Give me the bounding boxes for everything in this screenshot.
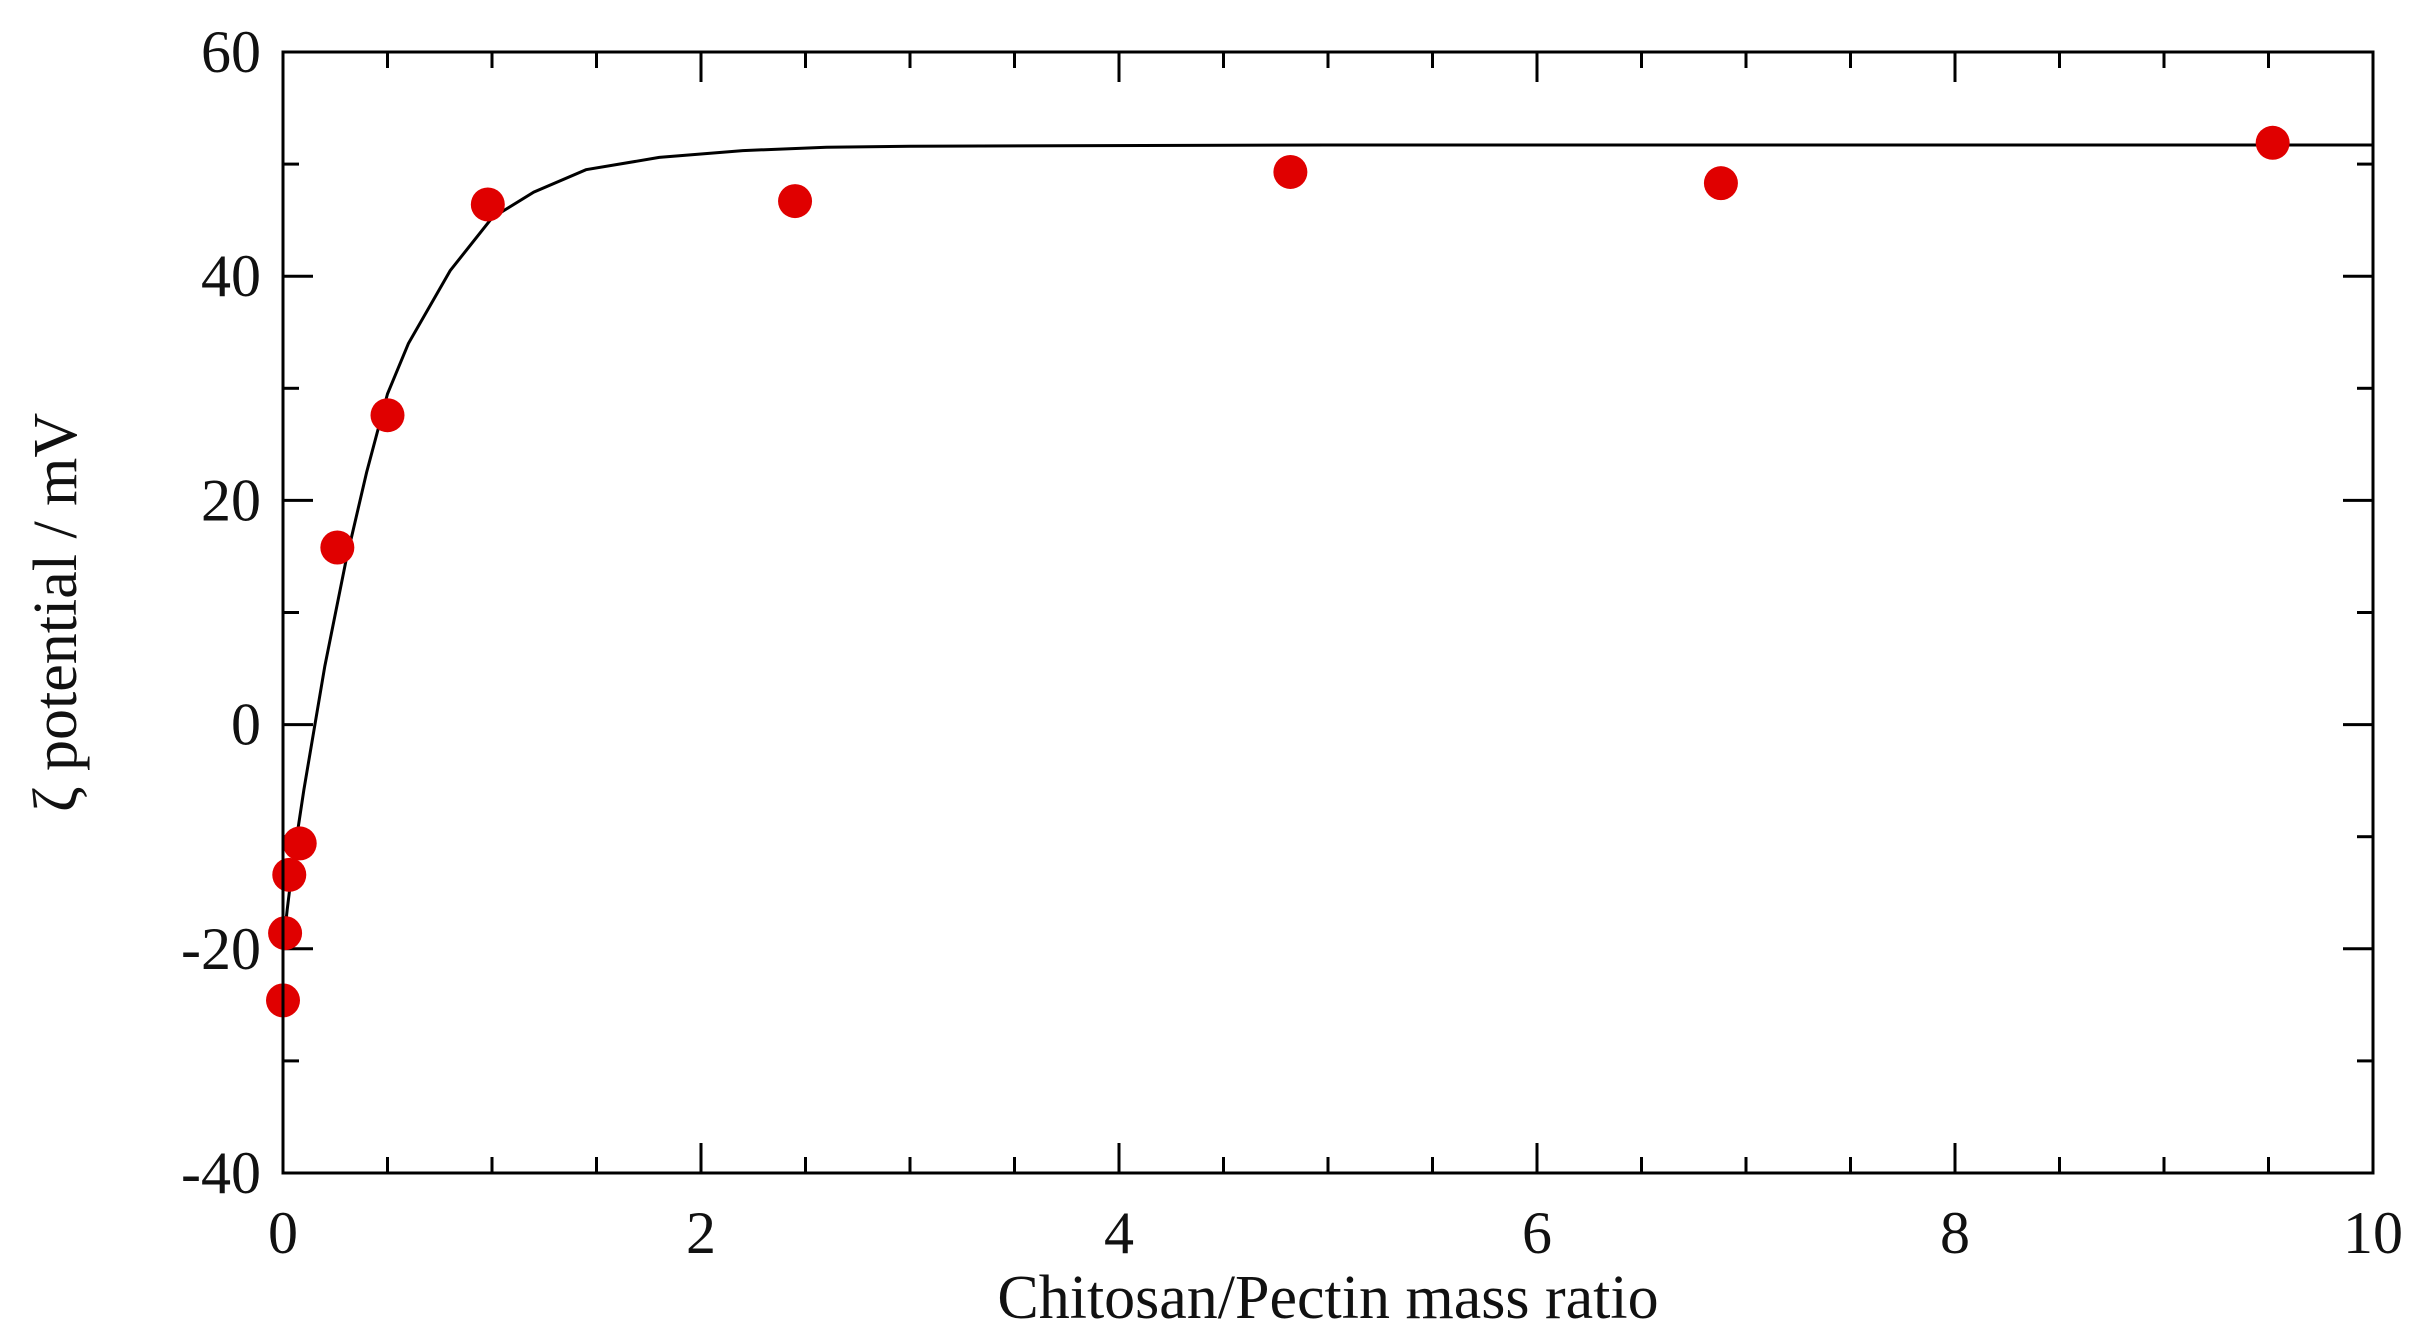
data-point — [1703, 166, 1738, 201]
data-points — [266, 125, 2290, 1018]
data-point — [268, 916, 303, 951]
y-axis-label: ζ potential / mV — [22, 413, 90, 813]
x-tick-label: 4 — [1104, 1200, 1134, 1266]
data-point — [370, 398, 405, 433]
plot-frame — [281, 50, 2375, 1175]
data-point — [470, 187, 505, 222]
x-tick-label: 6 — [1522, 1200, 1552, 1266]
x-tick-labels: 0 2 4 6 8 10 — [268, 1200, 2403, 1266]
data-point — [778, 184, 813, 219]
y-tick-label: 20 — [201, 467, 261, 533]
y-tick-label: 60 — [201, 19, 261, 85]
data-point — [282, 826, 317, 861]
x-tick-label: 2 — [686, 1200, 716, 1266]
data-point — [2255, 125, 2290, 160]
y-tick-label: -20 — [181, 916, 261, 982]
x-tick-label: 10 — [2343, 1200, 2403, 1266]
axis-ticks — [281, 50, 2375, 1175]
data-point — [272, 857, 307, 892]
y-tick-label: 40 — [201, 243, 261, 309]
y-tick-labels: -40 -20 0 20 40 60 — [181, 19, 261, 1206]
data-point — [320, 530, 355, 565]
x-axis-label: Chitosan/Pectin mass ratio — [997, 1264, 1658, 1332]
x-tick-label: 8 — [1940, 1200, 1970, 1266]
y-tick-label: 0 — [231, 692, 261, 758]
y-tick-label: -40 — [181, 1140, 261, 1206]
fit-curve-line — [281, 143, 2373, 949]
x-tick-label: 0 — [268, 1200, 298, 1266]
data-point — [1273, 154, 1308, 189]
